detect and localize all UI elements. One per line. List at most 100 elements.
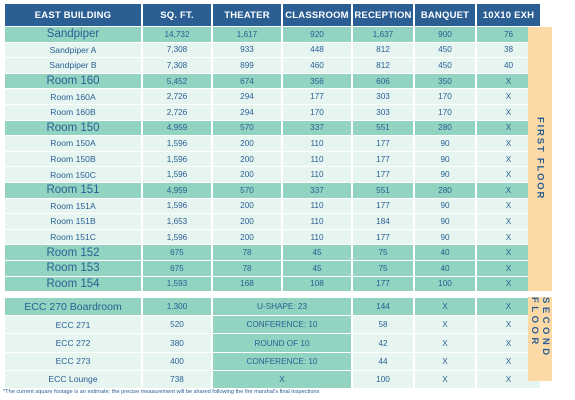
banquet-cell: 100 — [415, 276, 475, 292]
theater-cell: 1,617 — [213, 27, 281, 42]
reception-cell: 177 — [353, 198, 413, 214]
reception-cell: 606 — [353, 73, 413, 89]
sqft-cell: 4,959 — [143, 182, 211, 198]
exhibit-cell: 38 — [477, 42, 540, 58]
second-floor-label: SECOND FLOOR — [528, 297, 552, 381]
room-name: Room 150A — [5, 136, 141, 151]
sqft-cell: 675 — [143, 245, 211, 260]
theater-cell: 570 — [213, 182, 281, 198]
reception-cell: 177 — [353, 229, 413, 245]
room-name: Sandpiper B — [5, 58, 141, 73]
theater-cell: 294 — [213, 89, 281, 104]
classroom-cell: 45 — [283, 245, 351, 260]
exhibit-cell: 76 — [477, 27, 540, 42]
banquet-cell: 90 — [415, 136, 475, 151]
sqft-cell: 7,308 — [143, 42, 211, 58]
sqft-cell: 738 — [143, 370, 211, 389]
classroom-cell: 110 — [283, 198, 351, 214]
reception-cell: 177 — [353, 276, 413, 292]
seating-cell: ROUND OF 10 — [213, 334, 351, 352]
second-floor-text: SECOND FLOOR — [529, 297, 551, 359]
floor-gap — [5, 292, 540, 297]
room-name: Room 150C — [5, 167, 141, 182]
header-banquet: BANQUET — [415, 4, 475, 26]
reception-cell: 100 — [353, 370, 413, 389]
exhibit-cell: 40 — [477, 58, 540, 73]
exhibit-cell: X — [477, 316, 540, 334]
reception-cell: 551 — [353, 120, 413, 136]
second-floor-rows: ECC 270 Boardroom 1,300 U-SHAPE: 23 144 X X EC… — [5, 298, 540, 389]
header-row: EAST BUILDING SQ. FT. THEATER CLASSROOM … — [5, 4, 540, 26]
theater-cell: 78 — [213, 260, 281, 276]
header-classroom: CLASSROOM — [283, 4, 351, 26]
classroom-cell: 460 — [283, 58, 351, 73]
exhibit-cell: X — [477, 104, 540, 120]
classroom-cell: 108 — [283, 276, 351, 292]
table-row: Room 152 675 78 45 75 40 X — [5, 245, 540, 260]
table-row: Room 160A 2,726 294 177 303 170 X — [5, 89, 540, 104]
header-sqft: SQ. FT. — [143, 4, 211, 26]
room-name: ECC 271 — [5, 316, 141, 334]
reception-cell: 812 — [353, 58, 413, 73]
sqft-cell: 1,593 — [143, 276, 211, 292]
room-name: Room 160 — [5, 73, 141, 89]
sqft-cell: 2,726 — [143, 104, 211, 120]
theater-cell: 200 — [213, 151, 281, 167]
exhibit-cell: X — [477, 167, 540, 182]
banquet-cell: X — [415, 316, 475, 334]
room-name: Room 160A — [5, 89, 141, 104]
classroom-cell: 110 — [283, 229, 351, 245]
theater-cell: 78 — [213, 245, 281, 260]
banquet-cell: 350 — [415, 73, 475, 89]
exhibit-cell: X — [477, 120, 540, 136]
classroom-cell: 356 — [283, 73, 351, 89]
table-row: ECC 270 Boardroom 1,300 U-SHAPE: 23 144 X X — [5, 298, 540, 316]
exhibit-cell: X — [477, 334, 540, 352]
classroom-cell: 177 — [283, 89, 351, 104]
theater-cell: 200 — [213, 136, 281, 151]
banquet-cell: 280 — [415, 182, 475, 198]
theater-cell: 200 — [213, 167, 281, 182]
theater-cell: 168 — [213, 276, 281, 292]
room-name: Room 150B — [5, 151, 141, 167]
table-row: Sandpiper 14,732 1,617 920 1,637 900 76 — [5, 27, 540, 42]
table-row: Room 153 675 78 45 75 40 X — [5, 260, 540, 276]
sqft-cell: 380 — [143, 334, 211, 352]
banquet-cell: X — [415, 298, 475, 316]
reception-cell: 44 — [353, 352, 413, 370]
sqft-cell: 1,596 — [143, 229, 211, 245]
room-name: Room 150 — [5, 120, 141, 136]
sqft-cell: 1,596 — [143, 198, 211, 214]
reception-cell: 303 — [353, 104, 413, 120]
room-name: Room 160B — [5, 104, 141, 120]
exhibit-cell: X — [477, 370, 540, 389]
seating-cell: X — [213, 370, 351, 389]
sqft-cell: 2,726 — [143, 89, 211, 104]
theater-cell: 933 — [213, 42, 281, 58]
theater-cell: 200 — [213, 198, 281, 214]
header-reception: RECEPTION — [353, 4, 413, 26]
banquet-cell: 450 — [415, 42, 475, 58]
header-east-building: EAST BUILDING — [5, 4, 141, 26]
table-row: Room 150A 1,596 200 110 177 90 X — [5, 136, 540, 151]
room-name: Room 151C — [5, 229, 141, 245]
exhibit-cell: X — [477, 89, 540, 104]
table-row: Room 160B 2,726 294 170 303 170 X — [5, 104, 540, 120]
banquet-cell: 280 — [415, 120, 475, 136]
table-row: ECC 272 380 ROUND OF 10 42 X X — [5, 334, 540, 352]
reception-cell: 42 — [353, 334, 413, 352]
room-name: Sandpiper — [5, 27, 141, 42]
reception-cell: 177 — [353, 136, 413, 151]
reception-cell: 75 — [353, 245, 413, 260]
exhibit-cell: X — [477, 198, 540, 214]
exhibit-cell: X — [477, 352, 540, 370]
sqft-cell: 520 — [143, 316, 211, 334]
table-row: ECC 271 520 CONFERENCE: 10 58 X X — [5, 316, 540, 334]
room-name: ECC 270 Boardroom — [5, 298, 141, 316]
exhibit-cell: X — [477, 151, 540, 167]
banquet-cell: 90 — [415, 229, 475, 245]
banquet-cell: 450 — [415, 58, 475, 73]
room-name: ECC Lounge — [5, 370, 141, 389]
sqft-cell: 675 — [143, 260, 211, 276]
classroom-cell: 110 — [283, 214, 351, 229]
